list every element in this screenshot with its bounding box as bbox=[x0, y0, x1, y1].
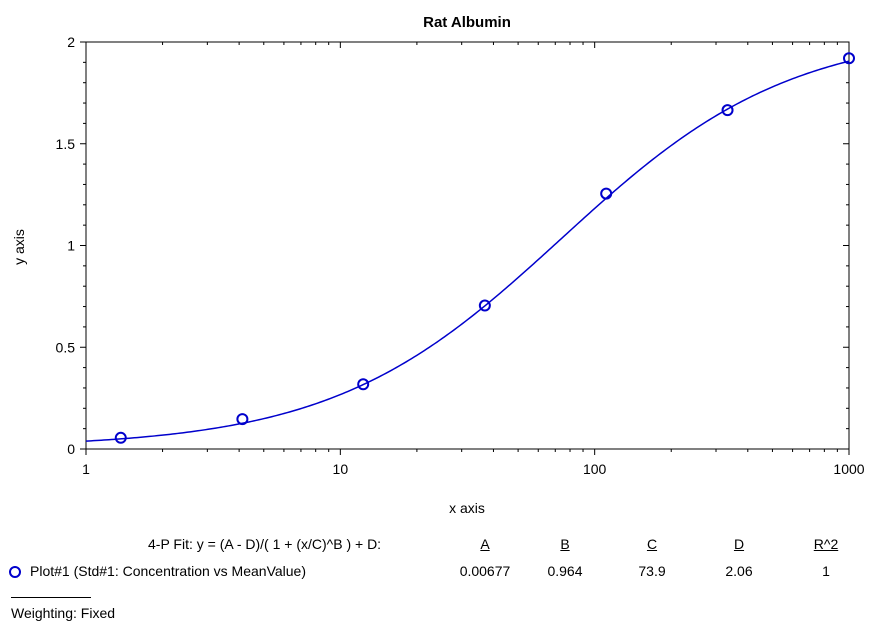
weighting-divider bbox=[11, 597, 91, 598]
plot-frame bbox=[85, 41, 850, 450]
fit-value-c: 73.9 bbox=[638, 563, 666, 579]
fit-value-r2: 1 bbox=[822, 563, 830, 579]
data-point bbox=[114, 431, 127, 444]
data-point bbox=[357, 378, 370, 391]
x-tick-label: 1000 bbox=[833, 461, 864, 477]
y-axis-label: y axis bbox=[11, 229, 27, 265]
fit-header-a: A bbox=[480, 536, 490, 552]
fit-header-r2: R^2 bbox=[813, 536, 839, 552]
fit-curve-layer bbox=[85, 60, 850, 442]
legend-series-label: Plot#1 (Std#1: Concentration vs MeanValu… bbox=[30, 563, 307, 579]
data-point bbox=[478, 299, 491, 312]
data-point bbox=[236, 413, 249, 426]
chart-title: Rat Albumin bbox=[423, 14, 511, 31]
x-tick-label: 100 bbox=[583, 461, 607, 477]
fit-header-d: D bbox=[733, 536, 745, 552]
fit-value-b: 0.964 bbox=[547, 563, 583, 579]
chart-plot: Rat Albumin y axis x axis 1 10 100 1000 0 0.5… bbox=[11, 14, 865, 516]
x-tick-label: 10 bbox=[333, 461, 349, 477]
legend-marker-icon bbox=[9, 566, 21, 578]
data-point bbox=[721, 104, 734, 117]
fit-value-d: 2.06 bbox=[725, 563, 753, 579]
fit-curve-line bbox=[85, 60, 850, 442]
fit-header-b: B bbox=[560, 536, 570, 552]
x-axis-label: x axis bbox=[449, 500, 485, 516]
y-tick-label: 2 bbox=[67, 34, 75, 50]
y-tick-label: 1.5 bbox=[56, 136, 76, 152]
fit-header-c: C bbox=[646, 536, 658, 552]
fit-equation-label: 4-P Fit: y = (A - D)/( 1 + (x/C)^B ) + D… bbox=[148, 536, 382, 552]
y-tick-label: 0.5 bbox=[56, 339, 76, 355]
fit-data-row: Plot#1 (Std#1: Concentration vs MeanValu… bbox=[0, 563, 869, 583]
y-tick-label: 1 bbox=[67, 238, 75, 254]
axes: 1 10 100 1000 0 0.5 1 1.5 2 bbox=[56, 34, 865, 477]
y-tick-label: 0 bbox=[67, 441, 75, 457]
data-points-layer bbox=[114, 52, 855, 444]
x-tick-label: 1 bbox=[82, 461, 90, 477]
weighting-label: Weighting: Fixed bbox=[11, 605, 116, 621]
data-point bbox=[600, 187, 613, 200]
fit-value-a: 0.00677 bbox=[459, 563, 511, 579]
fit-header-row: 4-P Fit: y = (A - D)/( 1 + (x/C)^B ) + D… bbox=[0, 536, 869, 556]
data-point bbox=[843, 52, 855, 65]
